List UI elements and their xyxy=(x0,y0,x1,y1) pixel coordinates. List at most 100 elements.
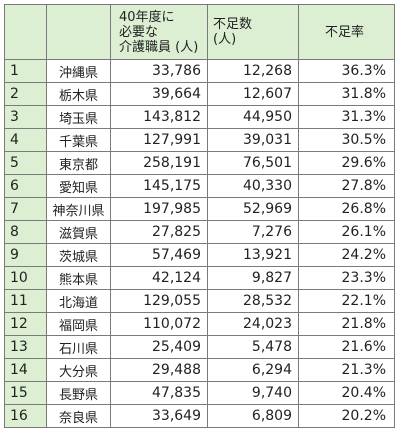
rank-cell: 1 xyxy=(4,59,47,83)
prefecture-cell: 栃木県 xyxy=(46,82,111,106)
rank-cell: 3 xyxy=(4,105,47,129)
table-row: 8 滋賀県 27,825 7,276 26.1% xyxy=(4,220,395,244)
prefecture-cell: 大分県 xyxy=(46,358,111,382)
required-cell: 47,835 xyxy=(110,381,208,405)
shortage-cell: 24,023 xyxy=(207,312,299,336)
table-body: 1 沖縄県 33,786 12,268 36.3% 2 栃木県 39,664 1… xyxy=(4,59,395,428)
table-row: 5 東京都 258,191 76,501 29.6% xyxy=(4,151,395,175)
prefecture-cell: 東京都 xyxy=(46,151,111,175)
header-rank xyxy=(4,4,47,60)
table-row: 14 大分県 29,488 6,294 21.3% xyxy=(4,358,395,382)
prefecture-cell: 神奈川県 xyxy=(46,197,111,221)
rate-cell: 36.3% xyxy=(298,59,395,83)
table-row: 7 神奈川県 197,985 52,969 26.8% xyxy=(4,197,395,221)
header-required-line-2: 必要な xyxy=(119,24,159,40)
required-cell: 127,991 xyxy=(110,128,208,152)
rate-cell: 31.3% xyxy=(298,105,395,129)
shortage-cell: 39,031 xyxy=(207,128,299,152)
table-row: 15 長野県 47,835 9,740 20.4% xyxy=(4,381,395,405)
required-cell: 197,985 xyxy=(110,197,208,221)
header-required-line-1: 40年度に xyxy=(119,9,175,25)
table-row: 4 千葉県 127,991 39,031 30.5% xyxy=(4,128,395,152)
shortage-table: 40年度に 必要な 介護職員 (人) 不足数 (人) 不足率 1 沖縄県 33,… xyxy=(4,4,395,428)
table-row: 10 熊本県 42,124 9,827 23.3% xyxy=(4,266,395,290)
required-cell: 57,469 xyxy=(110,243,208,267)
rate-cell: 26.8% xyxy=(298,197,395,221)
prefecture-cell: 福岡県 xyxy=(46,312,111,336)
shortage-cell: 5,478 xyxy=(207,335,299,359)
rate-cell: 27.8% xyxy=(298,174,395,198)
header-shortage: 不足数 (人) xyxy=(207,4,299,60)
rank-cell: 14 xyxy=(4,358,47,382)
shortage-cell: 40,330 xyxy=(207,174,299,198)
required-cell: 27,825 xyxy=(110,220,208,244)
rank-cell: 4 xyxy=(4,128,47,152)
prefecture-cell: 北海道 xyxy=(46,289,111,313)
header-shortage-line-2: (人) xyxy=(213,32,237,47)
shortage-cell: 44,950 xyxy=(207,105,299,129)
prefecture-cell: 茨城県 xyxy=(46,243,111,267)
shortage-cell: 7,276 xyxy=(207,220,299,244)
rate-cell: 21.3% xyxy=(298,358,395,382)
shortage-cell: 13,921 xyxy=(207,243,299,267)
rank-cell: 8 xyxy=(4,220,47,244)
table-row: 1 沖縄県 33,786 12,268 36.3% xyxy=(4,59,395,83)
required-cell: 29,488 xyxy=(110,358,208,382)
rate-cell: 29.6% xyxy=(298,151,395,175)
shortage-cell: 12,607 xyxy=(207,82,299,106)
prefecture-cell: 沖縄県 xyxy=(46,59,111,83)
rank-cell: 10 xyxy=(4,266,47,290)
shortage-cell: 6,809 xyxy=(207,404,299,428)
table-row: 12 福岡県 110,072 24,023 21.8% xyxy=(4,312,395,336)
prefecture-cell: 埼玉県 xyxy=(46,105,111,129)
required-cell: 258,191 xyxy=(110,151,208,175)
required-cell: 129,055 xyxy=(110,289,208,313)
rate-cell: 26.1% xyxy=(298,220,395,244)
rank-cell: 15 xyxy=(4,381,47,405)
table-row: 13 石川県 25,409 5,478 21.6% xyxy=(4,335,395,359)
table-row: 6 愛知県 145,175 40,330 27.8% xyxy=(4,174,395,198)
prefecture-cell: 熊本県 xyxy=(46,266,111,290)
prefecture-cell: 奈良県 xyxy=(46,404,111,428)
prefecture-cell: 千葉県 xyxy=(46,128,111,152)
rate-cell: 21.8% xyxy=(298,312,395,336)
rate-cell: 23.3% xyxy=(298,266,395,290)
prefecture-cell: 滋賀県 xyxy=(46,220,111,244)
required-cell: 33,786 xyxy=(110,59,208,83)
required-cell: 42,124 xyxy=(110,266,208,290)
header-shortage-line-1: 不足数 xyxy=(213,17,253,32)
rank-cell: 5 xyxy=(4,151,47,175)
required-cell: 39,664 xyxy=(110,82,208,106)
header-shortage-rate: 不足率 xyxy=(298,4,395,60)
rank-cell: 7 xyxy=(4,197,47,221)
prefecture-cell: 愛知県 xyxy=(46,174,111,198)
rank-cell: 9 xyxy=(4,243,47,267)
header-required-workers: 40年度に 必要な 介護職員 (人) xyxy=(110,4,208,60)
rate-cell: 21.6% xyxy=(298,335,395,359)
table-row: 11 北海道 129,055 28,532 22.1% xyxy=(4,289,395,313)
required-cell: 25,409 xyxy=(110,335,208,359)
required-cell: 33,649 xyxy=(110,404,208,428)
rate-cell: 20.2% xyxy=(298,404,395,428)
table-row: 3 埼玉県 143,812 44,950 31.3% xyxy=(4,105,395,129)
rank-cell: 12 xyxy=(4,312,47,336)
prefecture-cell: 石川県 xyxy=(46,335,111,359)
shortage-cell: 9,740 xyxy=(207,381,299,405)
rate-cell: 24.2% xyxy=(298,243,395,267)
rank-cell: 6 xyxy=(4,174,47,198)
shortage-cell: 12,268 xyxy=(207,59,299,83)
shortage-cell: 76,501 xyxy=(207,151,299,175)
required-cell: 110,072 xyxy=(110,312,208,336)
rate-cell: 20.4% xyxy=(298,381,395,405)
table-row: 9 茨城県 57,469 13,921 24.2% xyxy=(4,243,395,267)
rate-cell: 22.1% xyxy=(298,289,395,313)
header-row: 40年度に 必要な 介護職員 (人) 不足数 (人) 不足率 xyxy=(4,4,395,60)
table-row: 16 奈良県 33,649 6,809 20.2% xyxy=(4,404,395,428)
shortage-cell: 28,532 xyxy=(207,289,299,313)
rate-cell: 30.5% xyxy=(298,128,395,152)
header-required-line-3: 介護職員 (人) xyxy=(119,39,199,55)
shortage-cell: 52,969 xyxy=(207,197,299,221)
rank-cell: 16 xyxy=(4,404,47,428)
header-prefecture xyxy=(46,4,111,60)
required-cell: 145,175 xyxy=(110,174,208,198)
